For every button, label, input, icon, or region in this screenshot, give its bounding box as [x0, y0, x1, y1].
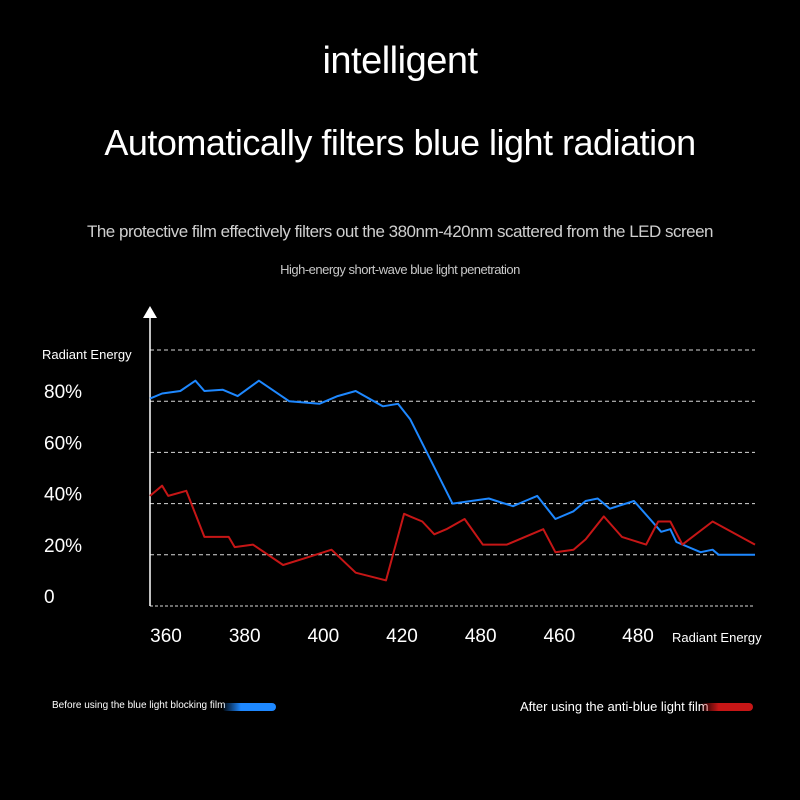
- y-tick-label: 20%: [44, 536, 82, 557]
- series-lines: [149, 379, 756, 582]
- x-tick-label: 460: [543, 626, 575, 647]
- chart-caption: High-energy short-wave blue light penetr…: [280, 262, 520, 277]
- y-tick-label: 40%: [44, 485, 82, 506]
- series-after-line: [149, 484, 756, 582]
- page-subtitle: Automatically filters blue light radiati…: [104, 122, 696, 163]
- legend-after-swatch: [700, 703, 753, 711]
- x-tick-label: 420: [386, 626, 418, 647]
- description: The protective film effectively filters …: [86, 222, 714, 241]
- y-axis-arrow-icon: [143, 306, 157, 318]
- x-tick-label: 400: [307, 626, 339, 647]
- x-tick-label: 360: [150, 626, 182, 647]
- y-tick-label: 80%: [44, 382, 82, 403]
- legend-before-swatch: [222, 703, 276, 711]
- y-tick-label: 60%: [44, 433, 82, 454]
- series-before-line: [149, 379, 755, 556]
- legend-after-label: After using the anti-blue light film: [520, 699, 709, 714]
- gridlines: [150, 349, 755, 607]
- y-ticks: 80% 60% 40% 20% 0: [44, 382, 82, 608]
- y-tick-label: 0: [44, 587, 55, 608]
- x-tick-label: 480: [465, 626, 497, 647]
- x-axis-label: Radiant Energy: [672, 630, 762, 645]
- x-tick-label: 380: [229, 626, 261, 647]
- x-tick-label: 480: [622, 626, 654, 647]
- x-ticks: 360 380 400 420 480 460 480: [150, 626, 654, 647]
- page-title: intelligent: [322, 40, 478, 82]
- y-axis-label: Radiant Energy: [42, 347, 132, 362]
- legend-before-label: Before using the blue light blocking fil…: [52, 700, 226, 711]
